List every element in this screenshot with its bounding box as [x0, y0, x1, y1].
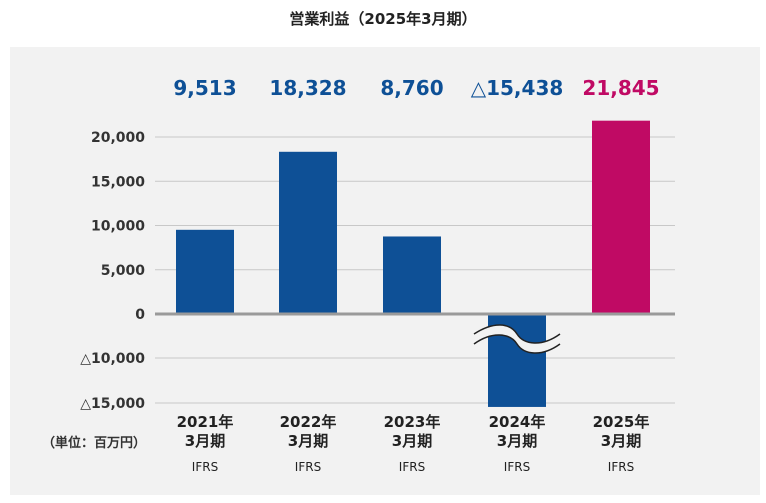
bar	[383, 236, 441, 314]
value-label: 21,845	[582, 76, 659, 100]
y-tick-label: 5,000	[101, 263, 146, 279]
x-tick-standard: IFRS	[399, 460, 425, 474]
y-tick-label: 20,000	[91, 130, 145, 146]
y-tick-label: 0	[135, 307, 145, 323]
bar	[279, 151, 337, 314]
y-tick-label: △15,000	[80, 396, 145, 412]
axis-break-line	[473, 324, 561, 344]
x-tick-year: 2021年	[177, 413, 234, 431]
x-tick-year: 2022年	[280, 413, 337, 431]
axis-break-line	[473, 334, 561, 354]
x-tick-month: 3月期	[497, 432, 537, 450]
unit-label: （単位：百万円）	[42, 435, 146, 451]
x-tick-standard: IFRS	[608, 460, 634, 474]
x-tick-standard: IFRS	[192, 460, 218, 474]
value-label: 9,513	[173, 76, 236, 100]
y-tick-label: 15,000	[91, 174, 145, 190]
x-tick-month: 3月期	[601, 432, 641, 450]
y-tick-label: 10,000	[91, 219, 145, 235]
bar	[592, 120, 650, 314]
value-label: △15,438	[471, 76, 564, 100]
x-tick-standard: IFRS	[504, 460, 530, 474]
x-tick-standard: IFRS	[295, 460, 321, 474]
chart-title: 営業利益（2025年3月期）	[289, 10, 477, 28]
bar	[176, 229, 234, 314]
value-label: 18,328	[269, 76, 346, 100]
y-tick-label: △10,000	[80, 351, 145, 367]
x-tick-year: 2023年	[384, 413, 441, 431]
x-tick-year: 2025年	[593, 413, 650, 431]
x-tick-month: 3月期	[288, 432, 328, 450]
value-label: 8,760	[380, 76, 443, 100]
x-tick-month: 3月期	[392, 432, 432, 450]
x-tick-year: 2024年	[489, 413, 546, 431]
x-tick-month: 3月期	[185, 432, 225, 450]
axis-break-gap	[474, 324, 560, 354]
